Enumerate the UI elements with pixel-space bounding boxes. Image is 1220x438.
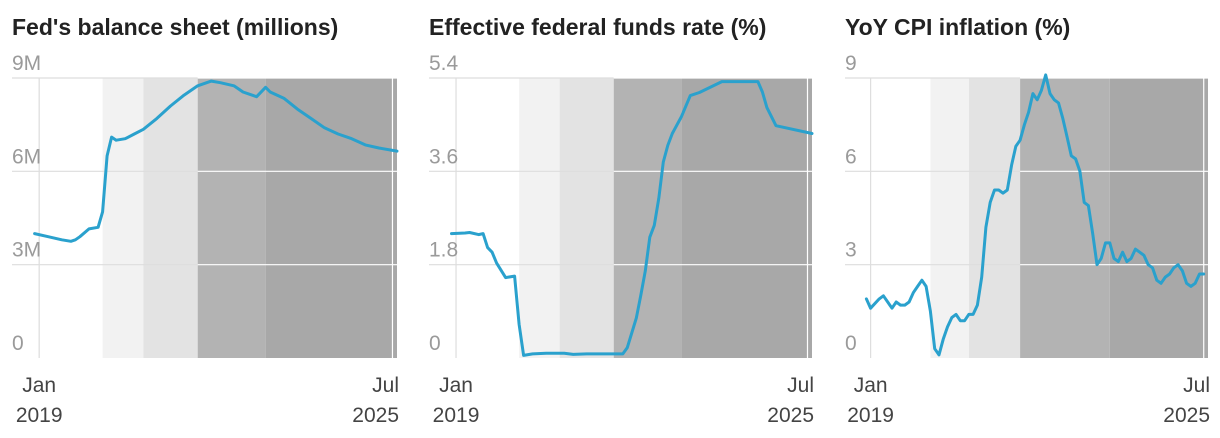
shaded-period-1 xyxy=(930,78,969,358)
gridlines xyxy=(845,77,1208,358)
series-line-1 xyxy=(33,79,399,243)
x-tick-labels: Jan 2019 Jul 2025 xyxy=(16,374,399,427)
y-tick-label: 0 xyxy=(12,332,24,355)
panel-fed-funds-rate: 0 1.8 3.6 5.4 Jan 2019 Jul 2025 Effective fede… xyxy=(429,14,814,427)
shaded-period-1 xyxy=(519,78,560,358)
x-tick-label-month: Jul xyxy=(787,374,814,397)
y-tick-label: 1.8 xyxy=(429,239,458,262)
shaded-periods xyxy=(519,78,812,358)
chart-title: Effective federal funds rate (%) xyxy=(429,14,766,40)
y-tick-label: 6 xyxy=(845,145,857,168)
chart-title: YoY CPI inflation (%) xyxy=(845,14,1070,40)
gridlines xyxy=(12,77,397,358)
y-tick-label: 9 xyxy=(845,52,857,75)
x-tick-label-year: 2025 xyxy=(352,404,399,427)
shaded-periods xyxy=(102,78,397,358)
y-tick-label: 0 xyxy=(429,332,441,355)
x-tick-label-year: 2025 xyxy=(1163,404,1210,427)
shaded-period-3 xyxy=(197,78,266,358)
chart-title: Fed's balance sheet (millions) xyxy=(12,14,338,40)
series-lines xyxy=(33,79,399,243)
shaded-period-2 xyxy=(559,78,614,358)
y-tick-labels: 0 3M 6M 9M xyxy=(12,52,41,355)
y-tick-labels: 0 1.8 3.6 5.4 xyxy=(429,52,459,355)
x-tick-labels: Jan 2019 Jul 2025 xyxy=(433,374,814,427)
x-tick-label-month: Jan xyxy=(439,374,473,397)
shaded-period-2 xyxy=(143,78,198,358)
series-line-1 xyxy=(450,80,814,357)
shaded-period-4 xyxy=(1109,78,1208,358)
y-tick-label: 6M xyxy=(12,145,41,168)
shaded-period-1 xyxy=(102,78,144,358)
series-lines xyxy=(864,73,1206,357)
shaded-period-4 xyxy=(681,78,812,358)
y-tick-label: 0 xyxy=(845,332,857,355)
x-tick-label-year: 2019 xyxy=(847,404,894,427)
y-tick-label: 9M xyxy=(12,52,41,75)
panel-balance-sheet: 0 3M 6M 9M Jan 2019 Jul 2025 Fed's balance she… xyxy=(12,14,399,427)
y-tick-label: 5.4 xyxy=(429,52,459,75)
series-lines xyxy=(450,80,814,357)
x-tick-label-month: Jul xyxy=(1183,374,1210,397)
y-tick-label: 3 xyxy=(845,239,857,262)
panel-cpi-inflation: 0 3 6 9 Jan 2019 Jul 2025 YoY CPI inflation (%… xyxy=(845,14,1210,427)
shaded-periods xyxy=(930,78,1208,358)
x-tick-label-month: Jul xyxy=(372,374,399,397)
x-tick-label-year: 2025 xyxy=(767,404,814,427)
x-tick-label-year: 2019 xyxy=(16,404,63,427)
y-tick-labels: 0 3 6 9 xyxy=(845,52,857,355)
x-tick-label-year: 2019 xyxy=(433,404,480,427)
y-tick-label: 3M xyxy=(12,239,41,262)
shaded-period-2 xyxy=(968,78,1021,358)
x-tick-labels: Jan 2019 Jul 2025 xyxy=(847,374,1210,427)
x-tick-label-month: Jan xyxy=(22,374,56,397)
shaded-period-3 xyxy=(613,78,682,358)
shaded-period-4 xyxy=(265,78,397,358)
y-tick-label: 3.6 xyxy=(429,145,458,168)
shaded-period-3 xyxy=(1020,78,1110,358)
x-tick-label-month: Jan xyxy=(854,374,888,397)
series-line-1 xyxy=(864,73,1206,357)
